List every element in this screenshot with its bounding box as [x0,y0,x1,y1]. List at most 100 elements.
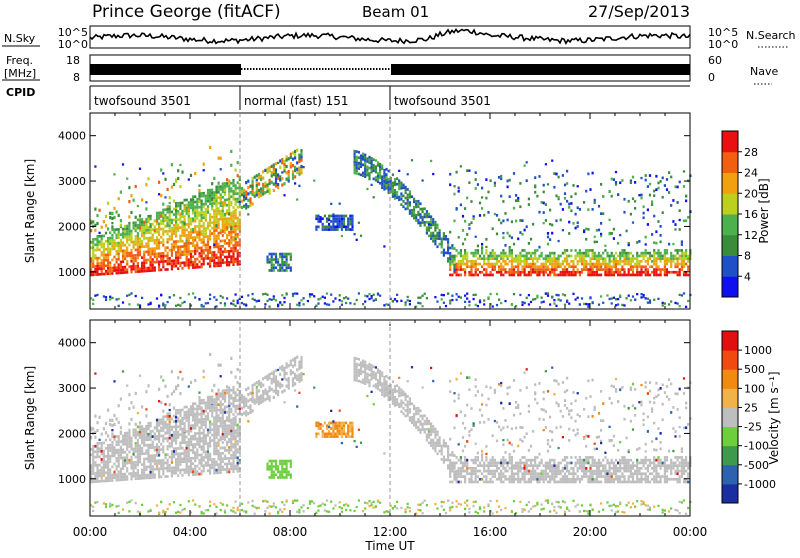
power-cell [479,257,481,260]
power-cell [162,203,164,206]
velocity-cell [147,436,149,439]
power-cell [674,302,676,304]
power-cell [232,303,234,305]
power-cell [247,199,249,202]
power-cell [154,250,156,253]
power-cell [430,232,432,235]
power-cell [122,260,124,263]
power-cell [679,249,681,252]
velocity-cell [147,425,149,428]
power-cell [118,214,120,217]
velocity-cell [152,430,154,433]
power-cell [133,222,135,225]
power-cell [220,193,222,196]
power-cell [436,245,438,248]
velocity-cell [262,396,264,399]
power-cell [447,238,449,241]
velocity-cell [184,436,186,439]
velocity-cell [94,372,96,374]
power-cell [568,221,570,224]
velocity-cell [107,434,109,437]
power-cell [358,173,360,176]
power-cell [396,191,398,194]
velocity-cell [111,432,113,435]
power-cell [203,195,205,198]
power-cell [232,182,234,185]
power-cell [126,268,128,271]
velocity-cell [158,449,160,452]
power-cell [120,239,122,242]
velocity-cell [220,469,222,472]
power-cell [184,222,186,225]
power-cell [368,178,370,181]
velocity-cell [226,463,228,466]
power-cell [504,255,506,258]
power-cell [128,215,130,218]
power-cell [447,241,449,244]
power-cell [592,268,594,271]
velocity-cell [232,427,234,430]
power-cell [203,192,205,195]
power-cell [269,253,271,256]
power-cell [158,212,160,215]
power-cell [322,228,324,231]
power-cell [504,271,506,274]
power-cell [509,195,511,198]
power-cell [409,196,411,199]
power-cell [275,299,277,301]
velocity-cell [196,413,198,416]
power-cell [101,267,103,270]
power-cell [445,235,447,238]
power-cell [558,298,560,300]
velocity-cell [201,512,203,514]
velocity-cell [169,456,171,459]
power-cell [230,204,232,207]
velocity-cell [235,432,237,435]
velocity-cell [103,458,105,461]
power-cell [111,272,113,275]
velocity-cell [171,426,173,429]
power-cell [460,255,462,258]
power-cell [92,303,94,305]
power-cell [388,186,390,189]
velocity-cell [190,405,192,408]
velocity-cell [235,376,237,379]
velocity-cell [126,502,128,504]
power-cell [218,232,220,235]
power-cell [434,237,436,240]
power-cell [685,249,687,252]
power-cell [145,245,147,248]
velocity-cell [211,396,213,399]
power-cell [577,255,579,258]
power-cell [288,176,290,179]
velocity-cell [181,436,183,439]
power-cell [322,217,324,220]
velocity-cell [262,393,264,396]
power-cell [177,259,179,262]
power-cell [228,190,230,193]
power-cell [417,222,419,225]
velocity-cell [245,413,247,416]
power-cell [232,225,234,228]
power-cell [313,295,315,297]
power-cell [113,173,115,175]
power-cell [103,254,105,257]
power-cell [162,209,164,212]
power-cell [124,266,126,269]
power-cell [328,226,330,229]
power-cell [443,238,445,241]
power-cell [490,252,492,255]
power-cell [575,213,577,216]
power-cell [577,268,579,271]
power-cell [271,181,273,184]
power-cell [137,254,139,257]
power-cell [589,271,591,274]
velocity-cell [173,501,175,503]
power-cell [194,261,196,264]
power-cell [407,173,409,175]
velocity-cell [186,449,188,452]
power-cell [226,220,228,223]
velocity-cell [105,506,107,508]
power-cell [194,206,196,209]
